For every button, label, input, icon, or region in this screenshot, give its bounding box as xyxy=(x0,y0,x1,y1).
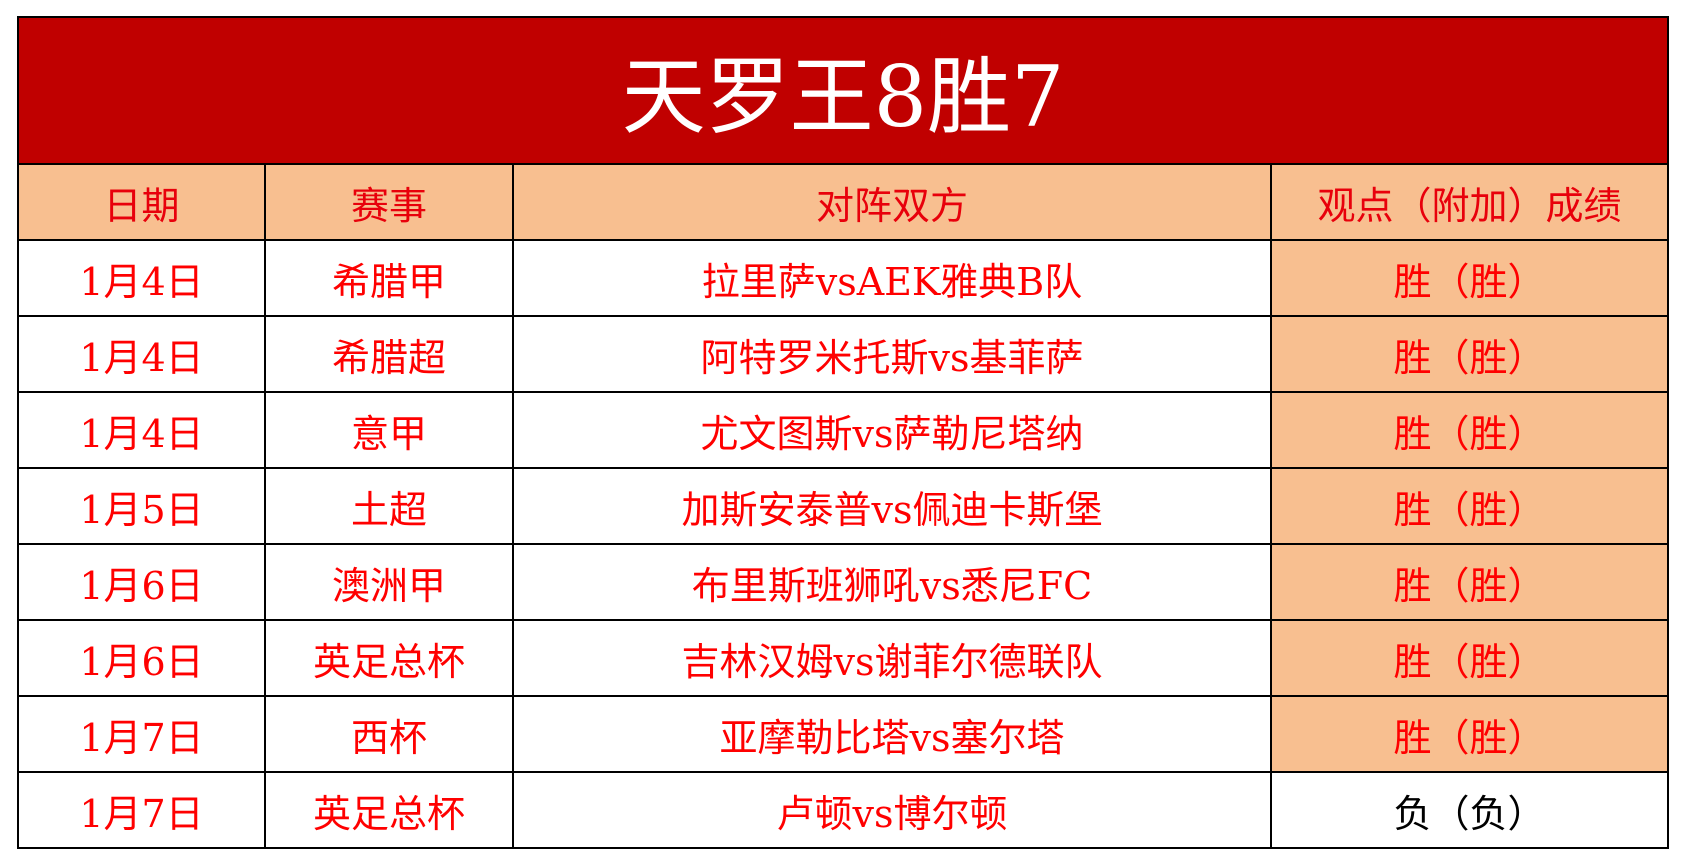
match-cell: 吉林汉姆vs谢菲尔德联队 xyxy=(512,619,1272,697)
league-cell: 希腊甲 xyxy=(264,239,514,317)
result-cell: 胜（胜） xyxy=(1269,619,1670,697)
date-cell: 1月4日 xyxy=(17,315,266,393)
result-cell: 胜（胜） xyxy=(1269,391,1670,469)
league-cell: 澳洲甲 xyxy=(264,543,514,621)
header-league: 赛事 xyxy=(264,163,514,241)
table-row: 1月6日 英足总杯 吉林汉姆vs谢菲尔德联队 胜（胜） xyxy=(17,619,1670,697)
match-cell: 布里斯班狮吼vs悉尼FC xyxy=(512,543,1272,621)
date-cell: 1月4日 xyxy=(17,391,266,469)
match-cell: 尤文图斯vs萨勒尼塔纳 xyxy=(512,391,1272,469)
league-cell: 希腊超 xyxy=(264,315,514,393)
table-row: 1月4日 希腊超 阿特罗米托斯vs基菲萨 胜（胜） xyxy=(17,315,1670,393)
header-row: 日期 赛事 对阵双方 观点（附加）成绩 xyxy=(17,163,1670,241)
table-title: 天罗王8胜7 xyxy=(16,16,1670,165)
league-cell: 土超 xyxy=(264,467,514,545)
table-row: 1月4日 希腊甲 拉里萨vsAEK雅典B队 胜（胜） xyxy=(17,239,1670,317)
header-match: 对阵双方 xyxy=(512,163,1272,241)
match-cell: 卢顿vs博尔顿 xyxy=(512,771,1272,849)
league-cell: 意甲 xyxy=(264,391,514,469)
result-cell: 负（负） xyxy=(1269,771,1670,849)
match-cell: 阿特罗米托斯vs基菲萨 xyxy=(512,315,1272,393)
header-date: 日期 xyxy=(17,163,266,241)
date-cell: 1月5日 xyxy=(17,467,266,545)
date-cell: 1月6日 xyxy=(17,619,266,697)
match-cell: 拉里萨vsAEK雅典B队 xyxy=(512,239,1272,317)
table-row: 1月5日 土超 加斯安泰普vs佩迪卡斯堡 胜（胜） xyxy=(17,467,1670,545)
league-cell: 英足总杯 xyxy=(264,771,514,849)
match-cell: 亚摩勒比塔vs塞尔塔 xyxy=(512,695,1272,773)
league-cell: 西杯 xyxy=(264,695,514,773)
table-row: 1月4日 意甲 尤文图斯vs萨勒尼塔纳 胜（胜） xyxy=(17,391,1670,469)
result-cell: 胜（胜） xyxy=(1269,315,1670,393)
table-row: 1月6日 澳洲甲 布里斯班狮吼vs悉尼FC 胜（胜） xyxy=(17,543,1670,621)
league-cell: 英足总杯 xyxy=(264,619,514,697)
date-cell: 1月7日 xyxy=(17,695,266,773)
results-table: 天罗王8胜7 日期 赛事 对阵双方 观点（附加）成绩 1月4日 希腊甲 拉里萨vsA… xyxy=(16,16,1670,849)
result-cell: 胜（胜） xyxy=(1269,695,1670,773)
table-row: 1月7日 西杯 亚摩勒比塔vs塞尔塔 胜（胜） xyxy=(17,695,1670,773)
date-cell: 1月6日 xyxy=(17,543,266,621)
result-cell: 胜（胜） xyxy=(1269,467,1670,545)
date-cell: 1月4日 xyxy=(17,239,266,317)
result-cell: 胜（胜） xyxy=(1269,239,1670,317)
header-result: 观点（附加）成绩 xyxy=(1269,163,1670,241)
result-cell: 胜（胜） xyxy=(1269,543,1670,621)
match-cell: 加斯安泰普vs佩迪卡斯堡 xyxy=(512,467,1272,545)
date-cell: 1月7日 xyxy=(17,771,266,849)
table-row: 1月7日 英足总杯 卢顿vs博尔顿 负（负） xyxy=(17,771,1670,849)
